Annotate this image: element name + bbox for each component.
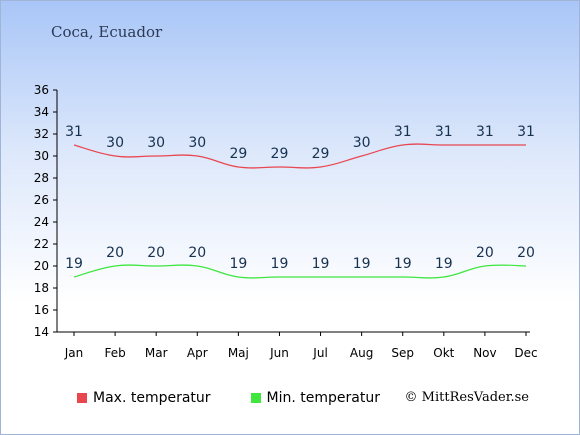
min-temp-label: 19 [435,256,453,272]
x-tick-label: Feb [104,346,125,360]
min-temp-label: 20 [517,245,535,261]
max-temp-label: 31 [476,124,494,140]
min-temp-label: 20 [106,245,124,261]
x-tick-label: Mar [145,346,168,360]
min-temp-label: 19 [65,256,83,272]
legend-max-swatch [77,393,87,403]
data-labels: 31 30 30 30 29 29 29 30 31 31 31 31 19 20 20 20 19 19 19 19… [65,124,535,272]
x-tick-label: Jul [312,346,327,360]
y-tick-label: 30 [34,149,49,163]
x-tick-label: Jun [269,346,289,360]
x-tick-label: Apr [187,346,208,360]
y-tick-label: 36 [34,83,49,97]
max-temp-label: 30 [353,135,371,151]
x-tick-label: Aug [350,346,373,360]
max-temp-line [73,143,526,169]
copyright-text: © MittResVader.se [404,390,529,405]
x-tick-label: Dec [514,346,537,360]
max-temp-label: 29 [312,146,330,162]
min-temp-label: 19 [271,256,289,272]
legend-min-label: Min. temperatur [266,390,380,406]
max-temp-label: 31 [517,124,535,140]
max-temp-label: 29 [271,146,289,162]
y-tick-label: 18 [34,281,49,295]
y-tick-label: 14 [34,325,49,339]
min-temp-line [73,264,527,279]
legend: Max. temperatur Min. temperatur [77,390,420,406]
min-temp-label: 19 [312,256,330,272]
min-temp-label: 20 [476,245,494,261]
y-tick-label: 24 [34,215,49,229]
location-title: Coca, Ecuador [51,23,163,41]
max-temp-label: 30 [188,135,206,151]
y-tick-label: 34 [34,105,49,119]
x-tick-label: Maj [228,346,249,360]
min-temp-label: 19 [229,256,247,272]
x-tick-label: Jan [64,346,84,360]
axes [53,89,530,336]
min-temp-label: 19 [353,256,371,272]
max-temp-label: 30 [147,135,165,151]
legend-min-swatch [250,393,261,403]
y-tick-label: 20 [34,259,49,273]
min-temp-label: 20 [188,245,206,261]
max-temp-label: 29 [229,146,247,162]
legend-max: Max. temperatur [77,390,211,406]
min-temp-label: 19 [394,256,412,272]
max-temp-label: 31 [65,124,83,140]
max-temp-label: 30 [106,135,124,151]
x-tick-label: Sep [391,346,414,360]
y-tick-label: 32 [34,127,49,141]
min-temp-label: 20 [147,245,165,261]
y-tick-label: 26 [34,193,49,207]
y-tick-labels: 14 16 18 20 22 24 26 28 30 32 34 36 [34,83,49,339]
x-tick-labels: Jan Feb Mar Apr Maj Jun Jul Aug Sep Okt Nov Dec [64,346,538,360]
x-tick-label: Nov [473,346,496,360]
series-lines [73,143,527,279]
x-tick-label: Okt [433,346,454,360]
y-tick-label: 22 [34,237,49,251]
max-temp-label: 31 [394,124,412,140]
legend-min: Min. temperatur [250,390,380,406]
y-tick-label: 16 [34,303,49,317]
y-tick-label: 28 [34,171,49,185]
max-temp-label: 31 [435,124,453,140]
legend-max-label: Max. temperatur [93,390,211,406]
